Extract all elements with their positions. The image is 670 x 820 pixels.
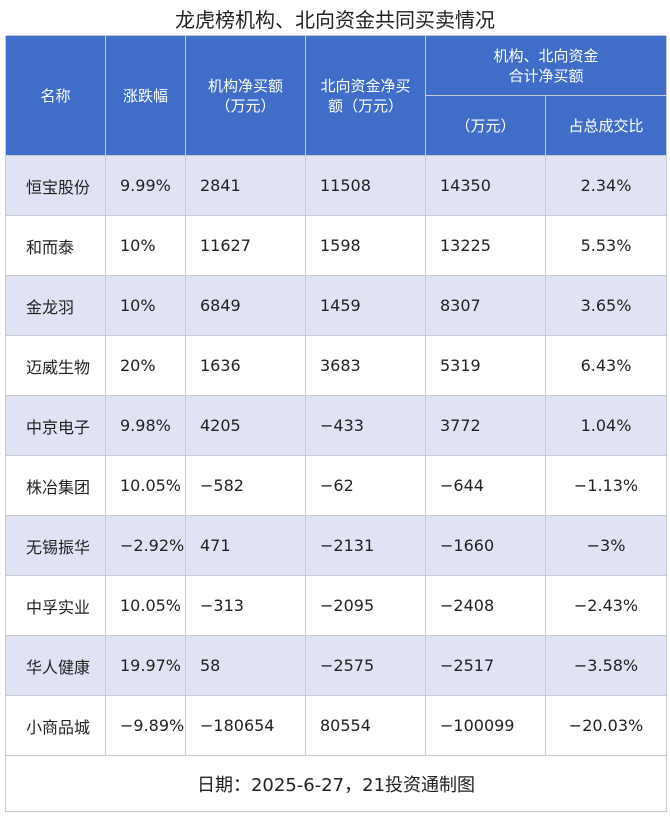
inst-net-buy: −313: [185, 575, 306, 636]
inst-net-buy: −582: [185, 455, 306, 516]
combined-net-buy: 5319: [425, 335, 546, 396]
table-row: 和而泰 10% 11627 1598 13225 5.53%: [5, 215, 668, 276]
combined-net-buy: 8307: [425, 275, 546, 336]
price-change: −2.92%: [105, 515, 186, 576]
price-change: 10%: [105, 275, 186, 336]
header-row: 名称 涨跌幅 机构净买额 （万元） 北向资金净买 额（万元） 机构、北向资金 合…: [5, 35, 668, 156]
combined-net-buy: −1660: [425, 515, 546, 576]
price-change: 10.05%: [105, 575, 186, 636]
table-row: 金龙羽 10% 6849 1459 8307 3.65%: [5, 275, 668, 336]
stock-name: 中孚实业: [5, 575, 106, 636]
table-row: 华人健康 19.97% 58 −2575 −2517 −3.58%: [5, 635, 668, 696]
footer-row: 日期：2025-6-27，21投资通制图: [4, 755, 668, 812]
table-row: 小商品城 −9.89% −180654 80554 −100099 −20.03…: [5, 695, 668, 756]
north-net-buy: −2131: [305, 515, 426, 576]
inst-net-buy: 4205: [185, 395, 306, 456]
north-net-buy: 11508: [305, 155, 426, 216]
stock-name: 和而泰: [5, 215, 106, 276]
north-net-buy: −433: [305, 395, 426, 456]
inst-net-buy: 2841: [185, 155, 306, 216]
inst-net-buy: 471: [185, 515, 306, 576]
share-of-turnover: −3%: [544, 515, 668, 576]
inst-net-buy: 11627: [185, 215, 306, 276]
combined-net-buy: −644: [425, 455, 546, 516]
header-combined-unit: （万元）: [425, 95, 546, 156]
price-change: 20%: [105, 335, 186, 396]
share-of-turnover: −3.58%: [544, 635, 668, 696]
source-note: 日期：2025-6-27，21投资通制图: [4, 755, 668, 812]
header-north-net-buy: 北向资金净买 额（万元）: [305, 35, 426, 156]
table-title: 龙虎榜机构、北向资金共同买卖情况: [175, 8, 495, 32]
north-net-buy: 1459: [305, 275, 426, 336]
north-net-buy: −2095: [305, 575, 426, 636]
inst-net-buy: 1636: [185, 335, 306, 396]
combined-net-buy: 3772: [425, 395, 546, 456]
header-inst-net-buy: 机构净买额 （万元）: [185, 35, 306, 156]
stock-name: 小商品城: [5, 695, 106, 756]
table-row: 株冶集团 10.05% −582 −62 −644 −1.13%: [5, 455, 668, 516]
price-change: 10.05%: [105, 455, 186, 516]
north-net-buy: 3683: [305, 335, 426, 396]
inst-net-buy: −180654: [185, 695, 306, 756]
header-combined-net-buy: 机构、北向资金 合计净买额: [424, 35, 668, 96]
combined-net-buy: 13225: [425, 215, 546, 276]
combined-net-buy: −100099: [425, 695, 546, 756]
share-of-turnover: 6.43%: [544, 335, 668, 396]
inst-net-buy: 58: [185, 635, 306, 696]
north-net-buy: 80554: [305, 695, 426, 756]
table-row: 迈威生物 20% 1636 3683 5319 6.43%: [5, 335, 668, 396]
price-change: −9.89%: [105, 695, 186, 756]
stock-name: 恒宝股份: [5, 155, 106, 216]
price-change: 9.99%: [105, 155, 186, 216]
table-row: 无锡振华 −2.92% 471 −2131 −1660 −3%: [5, 515, 668, 576]
data-table: 名称 涨跌幅 机构净买额 （万元） 北向资金净买 额（万元） 机构、北向资金 合…: [4, 35, 668, 812]
stock-name: 华人健康: [5, 635, 106, 696]
combined-net-buy: 14350: [425, 155, 546, 216]
combined-net-buy: −2517: [425, 635, 546, 696]
price-change: 9.98%: [105, 395, 186, 456]
price-change: 19.97%: [105, 635, 186, 696]
table-row: 中京电子 9.98% 4205 −433 3772 1.04%: [5, 395, 668, 456]
share-of-turnover: −20.03%: [544, 695, 668, 756]
share-of-turnover: 3.65%: [544, 275, 668, 336]
share-of-turnover: 5.53%: [544, 215, 668, 276]
share-of-turnover: −2.43%: [544, 575, 668, 636]
header-name: 名称: [5, 35, 106, 156]
table-row: 恒宝股份 9.99% 2841 11508 14350 2.34%: [5, 155, 668, 216]
header-share-of-turnover: 占总成交比: [544, 95, 668, 156]
north-net-buy: −62: [305, 455, 426, 516]
header-change: 涨跌幅: [105, 35, 186, 156]
north-net-buy: 1598: [305, 215, 426, 276]
share-of-turnover: −1.13%: [544, 455, 668, 516]
stock-name: 金龙羽: [5, 275, 106, 336]
share-of-turnover: 1.04%: [544, 395, 668, 456]
stock-name: 株冶集团: [5, 455, 106, 516]
stock-name: 中京电子: [5, 395, 106, 456]
inst-net-buy: 6849: [185, 275, 306, 336]
stock-name: 无锡振华: [5, 515, 106, 576]
north-net-buy: −2575: [305, 635, 426, 696]
stock-name: 迈威生物: [5, 335, 106, 396]
share-of-turnover: 2.34%: [544, 155, 668, 216]
combined-net-buy: −2408: [425, 575, 546, 636]
header-subrow: （万元） 占总成交比: [6, 95, 668, 156]
table-row: 中孚实业 10.05% −313 −2095 −2408 −2.43%: [5, 575, 668, 636]
price-change: 10%: [105, 215, 186, 276]
